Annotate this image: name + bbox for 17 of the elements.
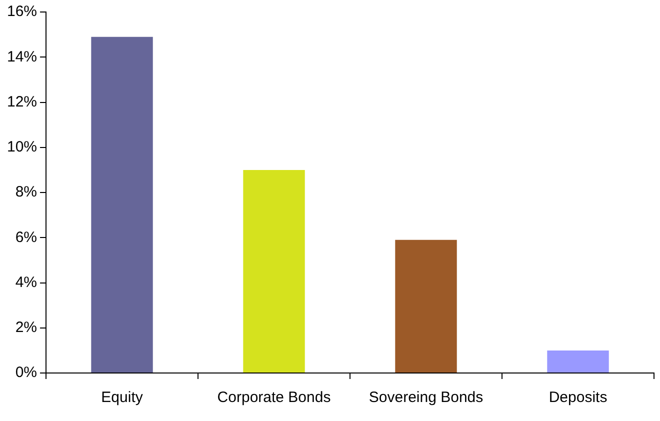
y-tick-label: 8%: [15, 184, 38, 201]
y-tick-label: 0%: [15, 364, 38, 382]
bar: [547, 350, 609, 372]
bar: [243, 170, 305, 372]
y-tick-label: 4%: [15, 274, 38, 291]
bar: [395, 240, 457, 372]
y-tick-label: 14%: [6, 48, 38, 66]
x-tick-label: Deposits: [548, 389, 608, 406]
x-tick-label: Sovereing Bonds: [368, 389, 484, 406]
y-tick-label: 2%: [15, 319, 38, 336]
y-tick-label: 16%: [6, 3, 38, 20]
y-tick-label: 12%: [6, 93, 38, 110]
y-tick-label: 10%: [6, 138, 38, 156]
x-tick-label: Equity: [101, 389, 144, 406]
y-tick-label: 6%: [15, 228, 38, 246]
x-tick-label: Corporate Bonds: [217, 389, 331, 406]
bar: [91, 36, 153, 372]
